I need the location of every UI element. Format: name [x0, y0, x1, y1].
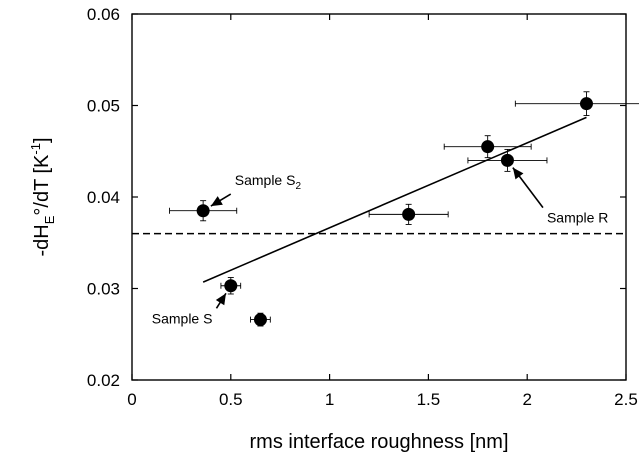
x-tick-label: 2.5 — [614, 390, 638, 409]
y-tick-label: 0.05 — [87, 97, 120, 116]
annotation-text: Sample S — [152, 310, 213, 326]
x-tick-label: 1.5 — [417, 390, 441, 409]
data-point — [196, 204, 210, 218]
annotation-arrowhead — [512, 167, 524, 180]
annotation-label: Sample R — [547, 210, 608, 226]
annotation-subscript: 2 — [295, 181, 301, 192]
y-tick-label: 0.06 — [87, 5, 120, 24]
data-point — [500, 153, 514, 167]
y-axis-title-sup: -1 — [28, 143, 43, 155]
fit-line — [202, 116, 587, 283]
y-tick-label: 0.02 — [87, 371, 120, 390]
y-axis-title-rest: °/dT [K — [31, 154, 53, 216]
y-axis-title: -dHE°/dT [K-1] — [28, 137, 57, 256]
annotation-arrowhead — [215, 293, 226, 306]
annotation-text: Sample S — [235, 172, 296, 188]
data-markers — [196, 97, 593, 327]
y-tick-label: 0.03 — [87, 280, 120, 299]
data-point — [253, 313, 267, 327]
lines — [132, 116, 626, 283]
x-tick-label: 2 — [522, 390, 531, 409]
annotation-label: Sample S2 — [235, 172, 302, 192]
data-point — [579, 97, 593, 111]
y-axis-title-main: -dH — [31, 224, 53, 256]
annotation-label: Sample S — [152, 310, 213, 326]
x-tick-label: 0.5 — [219, 390, 243, 409]
data-point — [402, 207, 416, 221]
annotation-arrowhead — [210, 196, 223, 207]
data-point — [481, 140, 495, 154]
x-tick-label: 0 — [127, 390, 136, 409]
x-axis-title: rms interface roughness [nm] — [250, 431, 509, 453]
y-tick-label: 0.04 — [87, 188, 120, 207]
data-point — [224, 279, 238, 293]
ticks: 0 0.5 1 1.5 2 2.5 0.02 0.03 0.04 0.05 0.06 — [87, 5, 638, 409]
y-axis-title-end: ] — [31, 137, 53, 143]
x-tick-label: 1 — [325, 390, 334, 409]
y-axis-title-sub: E — [42, 215, 57, 224]
annotation-text: Sample R — [547, 210, 608, 226]
